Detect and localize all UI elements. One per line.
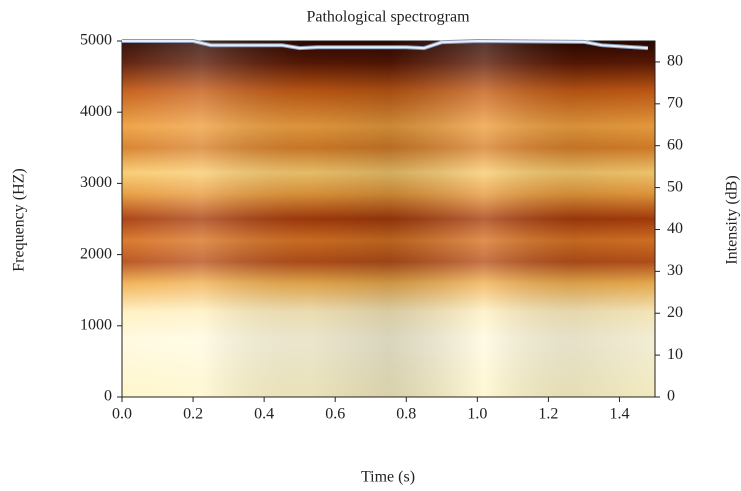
y-tick-label: 5000: [80, 32, 112, 49]
y-tick-label: 1000: [80, 316, 112, 333]
y-tick-label: 4000: [80, 103, 112, 120]
chart-title: Pathological spectrogram: [306, 9, 470, 26]
y2-tick-label: 50: [667, 178, 683, 195]
y-tick-label: 2000: [80, 245, 112, 262]
x-tick-label: 0.4: [254, 406, 274, 423]
intensity-line: [122, 39, 648, 50]
y2-tick-label: 30: [667, 262, 683, 279]
spectrogram-shade: [122, 41, 655, 397]
y2-axis-label: Intensity (dB): [724, 175, 741, 264]
y2-tick-label: 20: [667, 304, 683, 321]
y2-tick-label: 10: [667, 346, 683, 363]
y2-tick-label: 40: [667, 220, 683, 237]
x-tick-label: 1.4: [609, 406, 629, 423]
x-tick-label: 0.6: [325, 406, 345, 423]
y2-tick-label: 80: [667, 53, 683, 70]
y-tick-label: 3000: [80, 174, 112, 191]
x-tick-label: 1.2: [538, 406, 558, 423]
x-tick-label: 0.0: [112, 406, 132, 423]
x-tick-label: 0.8: [396, 406, 416, 423]
x-tick-label: 0.2: [183, 406, 203, 423]
y2-tick-label: 60: [667, 136, 683, 153]
y-tick-label: 0: [104, 388, 112, 405]
y2-tick-label: 0: [667, 388, 675, 405]
x-axis-label: Time (s): [361, 469, 415, 486]
y2-tick-label: 70: [667, 94, 683, 111]
plot-frame: [121, 40, 656, 398]
x-tick-label: 1.0: [467, 406, 487, 423]
y-axis-label: Frequency (HZ): [11, 168, 28, 272]
